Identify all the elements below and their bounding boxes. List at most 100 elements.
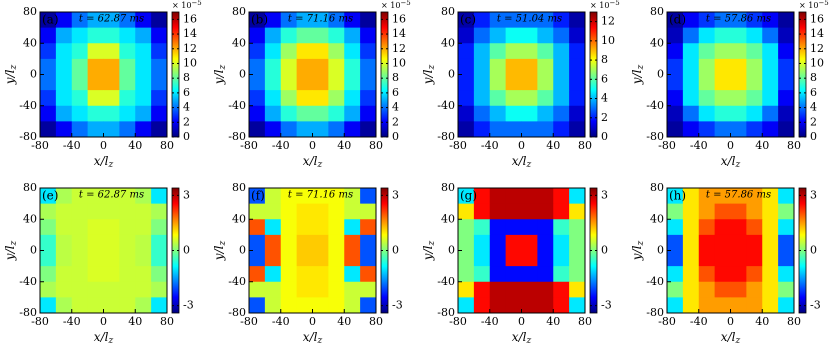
heat-cell <box>328 105 345 122</box>
heat-cell <box>71 203 89 220</box>
heat-cell <box>55 43 73 60</box>
heat-cell <box>505 105 522 122</box>
x-axis-label-main: x/l <box>721 154 736 168</box>
heat-cell <box>682 105 700 122</box>
heat-cell <box>55 74 73 91</box>
heat-cell <box>264 219 282 236</box>
heat-cell <box>119 43 136 60</box>
x-axis-label: x/lz <box>721 154 741 170</box>
heat-cell <box>489 121 507 138</box>
heat-cell <box>505 219 522 236</box>
colorbar-tick-label: 8 <box>601 53 608 66</box>
heat-cell <box>537 266 554 283</box>
heat-cell <box>778 121 795 138</box>
x-tick-label: 80 <box>787 315 801 328</box>
x-tick-label: -40 <box>272 315 290 328</box>
heat-cell <box>249 12 266 29</box>
colorbar-tick-label: 14 <box>392 27 406 40</box>
heat-cell <box>458 250 475 267</box>
heat-cell <box>553 219 570 236</box>
heat-cell <box>489 43 507 60</box>
x-tick-label: 40 <box>546 139 560 152</box>
heat-cell <box>296 203 313 220</box>
colorbar-tick-label: 0 <box>601 244 608 257</box>
colorbar-tick-label: 6 <box>392 86 399 99</box>
heat-cell <box>682 121 700 138</box>
heat-cell <box>714 250 731 267</box>
y-axis-label-sub: z <box>636 65 646 71</box>
heat-cell <box>537 121 554 138</box>
colorbar-tick-label: 0 <box>392 244 399 257</box>
y-tick-label: -80 <box>228 306 246 319</box>
heat-cell <box>489 74 507 91</box>
x-tick-label: 80 <box>578 139 592 152</box>
heat-cell <box>746 219 763 236</box>
heat-cell <box>762 250 779 267</box>
y-axis-label-sub: z <box>218 65 228 71</box>
heat-cell <box>730 74 747 91</box>
heat-cell <box>103 219 120 236</box>
heat-cell <box>473 58 491 75</box>
heat-cell <box>458 90 475 107</box>
heat-cell <box>40 188 57 205</box>
heat-cell <box>71 105 89 122</box>
colorbar-scale-base: × 10 <box>590 1 609 10</box>
heat-cell <box>730 27 747 44</box>
heat-cell <box>249 219 266 236</box>
panel-label: (e) <box>42 189 58 203</box>
heat-cell <box>521 74 538 91</box>
colorbar-scale: × 10−5 <box>381 0 411 10</box>
heat-cell <box>521 234 538 251</box>
y-axis-label: y/lz <box>212 241 228 262</box>
y-tick-label: -40 <box>646 99 664 112</box>
heat-cell <box>344 58 361 75</box>
heat-cell <box>119 58 136 75</box>
heat-cell <box>537 250 554 267</box>
heat-cell <box>682 281 700 298</box>
colorbar-tick-label: 10 <box>392 56 406 69</box>
heat-cell <box>296 58 313 75</box>
heat-cell <box>40 266 57 283</box>
heat-cell <box>119 121 136 138</box>
y-tick-label: -80 <box>437 306 455 319</box>
heat-cell <box>264 12 282 29</box>
heat-cell <box>762 234 779 251</box>
heat-cell <box>280 27 298 44</box>
heat-cell <box>328 281 345 298</box>
heat-cell <box>537 27 554 44</box>
heat-cell <box>296 281 313 298</box>
x-tick-label: 40 <box>128 315 142 328</box>
heat-cell <box>762 90 779 107</box>
heat-cell <box>458 12 475 29</box>
heat-cell <box>360 121 377 138</box>
heat-cell <box>55 203 73 220</box>
heat-cell <box>473 203 491 220</box>
heat-cell <box>264 121 282 138</box>
heat-cell <box>537 234 554 251</box>
heat-cell <box>119 105 136 122</box>
heat-cell <box>458 27 475 44</box>
heat-cell <box>135 121 152 138</box>
heat-cell <box>682 74 700 91</box>
heat-cell <box>746 58 763 75</box>
heat-cell <box>505 27 522 44</box>
heat-cell <box>778 27 795 44</box>
heat-cell <box>296 297 313 314</box>
colorbar-scale: × 10−5 <box>172 0 202 10</box>
heat-cell <box>249 74 266 91</box>
heat-cell <box>328 188 345 205</box>
heat-cell <box>103 58 120 75</box>
heat-cell <box>762 297 779 314</box>
y-axis-label: y/lz <box>3 241 19 262</box>
heat-cell <box>135 297 152 314</box>
colorbar-tick-label: 0 <box>392 130 399 143</box>
heat-cell <box>667 297 684 314</box>
y-tick-label: -80 <box>19 306 37 319</box>
y-axis-label-sub: z <box>636 241 646 247</box>
heat-cell <box>103 105 120 122</box>
heat-cell <box>344 121 361 138</box>
x-axis-label-sub: z <box>316 160 322 170</box>
y-tick-label: 0 <box>448 244 455 257</box>
x-axis-label-main: x/l <box>94 154 109 168</box>
heat-cell <box>119 234 136 251</box>
